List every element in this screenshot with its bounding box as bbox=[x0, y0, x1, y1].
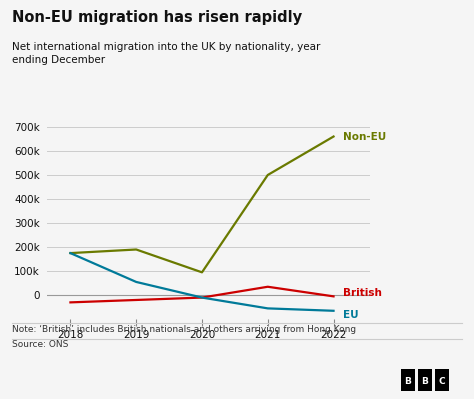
Text: British: British bbox=[343, 288, 383, 298]
Text: Non-EU migration has risen rapidly: Non-EU migration has risen rapidly bbox=[12, 10, 302, 25]
Text: EU: EU bbox=[343, 310, 359, 320]
Text: Source: ONS: Source: ONS bbox=[12, 340, 68, 350]
Text: Note: ‘British’ includes British nationals and others arriving from Hong Kong: Note: ‘British’ includes British nationa… bbox=[12, 325, 356, 334]
Text: Net international migration into the UK by nationality, year
ending December: Net international migration into the UK … bbox=[12, 42, 320, 65]
Text: B: B bbox=[404, 377, 411, 385]
Text: B: B bbox=[421, 377, 428, 385]
Text: C: C bbox=[438, 377, 445, 385]
Text: Non-EU: Non-EU bbox=[343, 132, 387, 142]
